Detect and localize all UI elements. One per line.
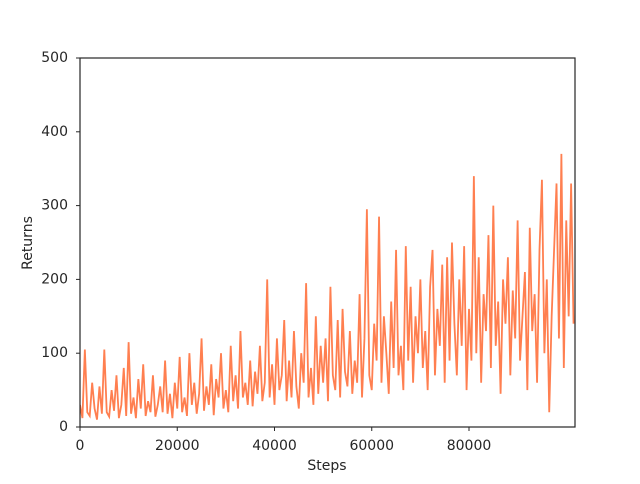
x-tick-label: 60000 xyxy=(349,438,394,454)
y-axis-label: Returns xyxy=(20,216,36,270)
x-axis-label: Steps xyxy=(307,458,346,474)
y-tick-label: 500 xyxy=(41,50,68,66)
y-tick-label: 100 xyxy=(41,345,68,361)
x-tick-label: 20000 xyxy=(155,438,200,454)
y-tick-label: 300 xyxy=(41,198,68,214)
plot-frame xyxy=(79,57,576,428)
x-tick-label: 0 xyxy=(76,438,85,454)
y-tick-label: 200 xyxy=(41,271,68,287)
x-tick-label: 80000 xyxy=(447,438,492,454)
x-tick-label: 40000 xyxy=(252,438,297,454)
y-tick-label: 0 xyxy=(59,419,68,435)
y-tick-label: 400 xyxy=(41,124,68,140)
data-line xyxy=(80,153,575,420)
